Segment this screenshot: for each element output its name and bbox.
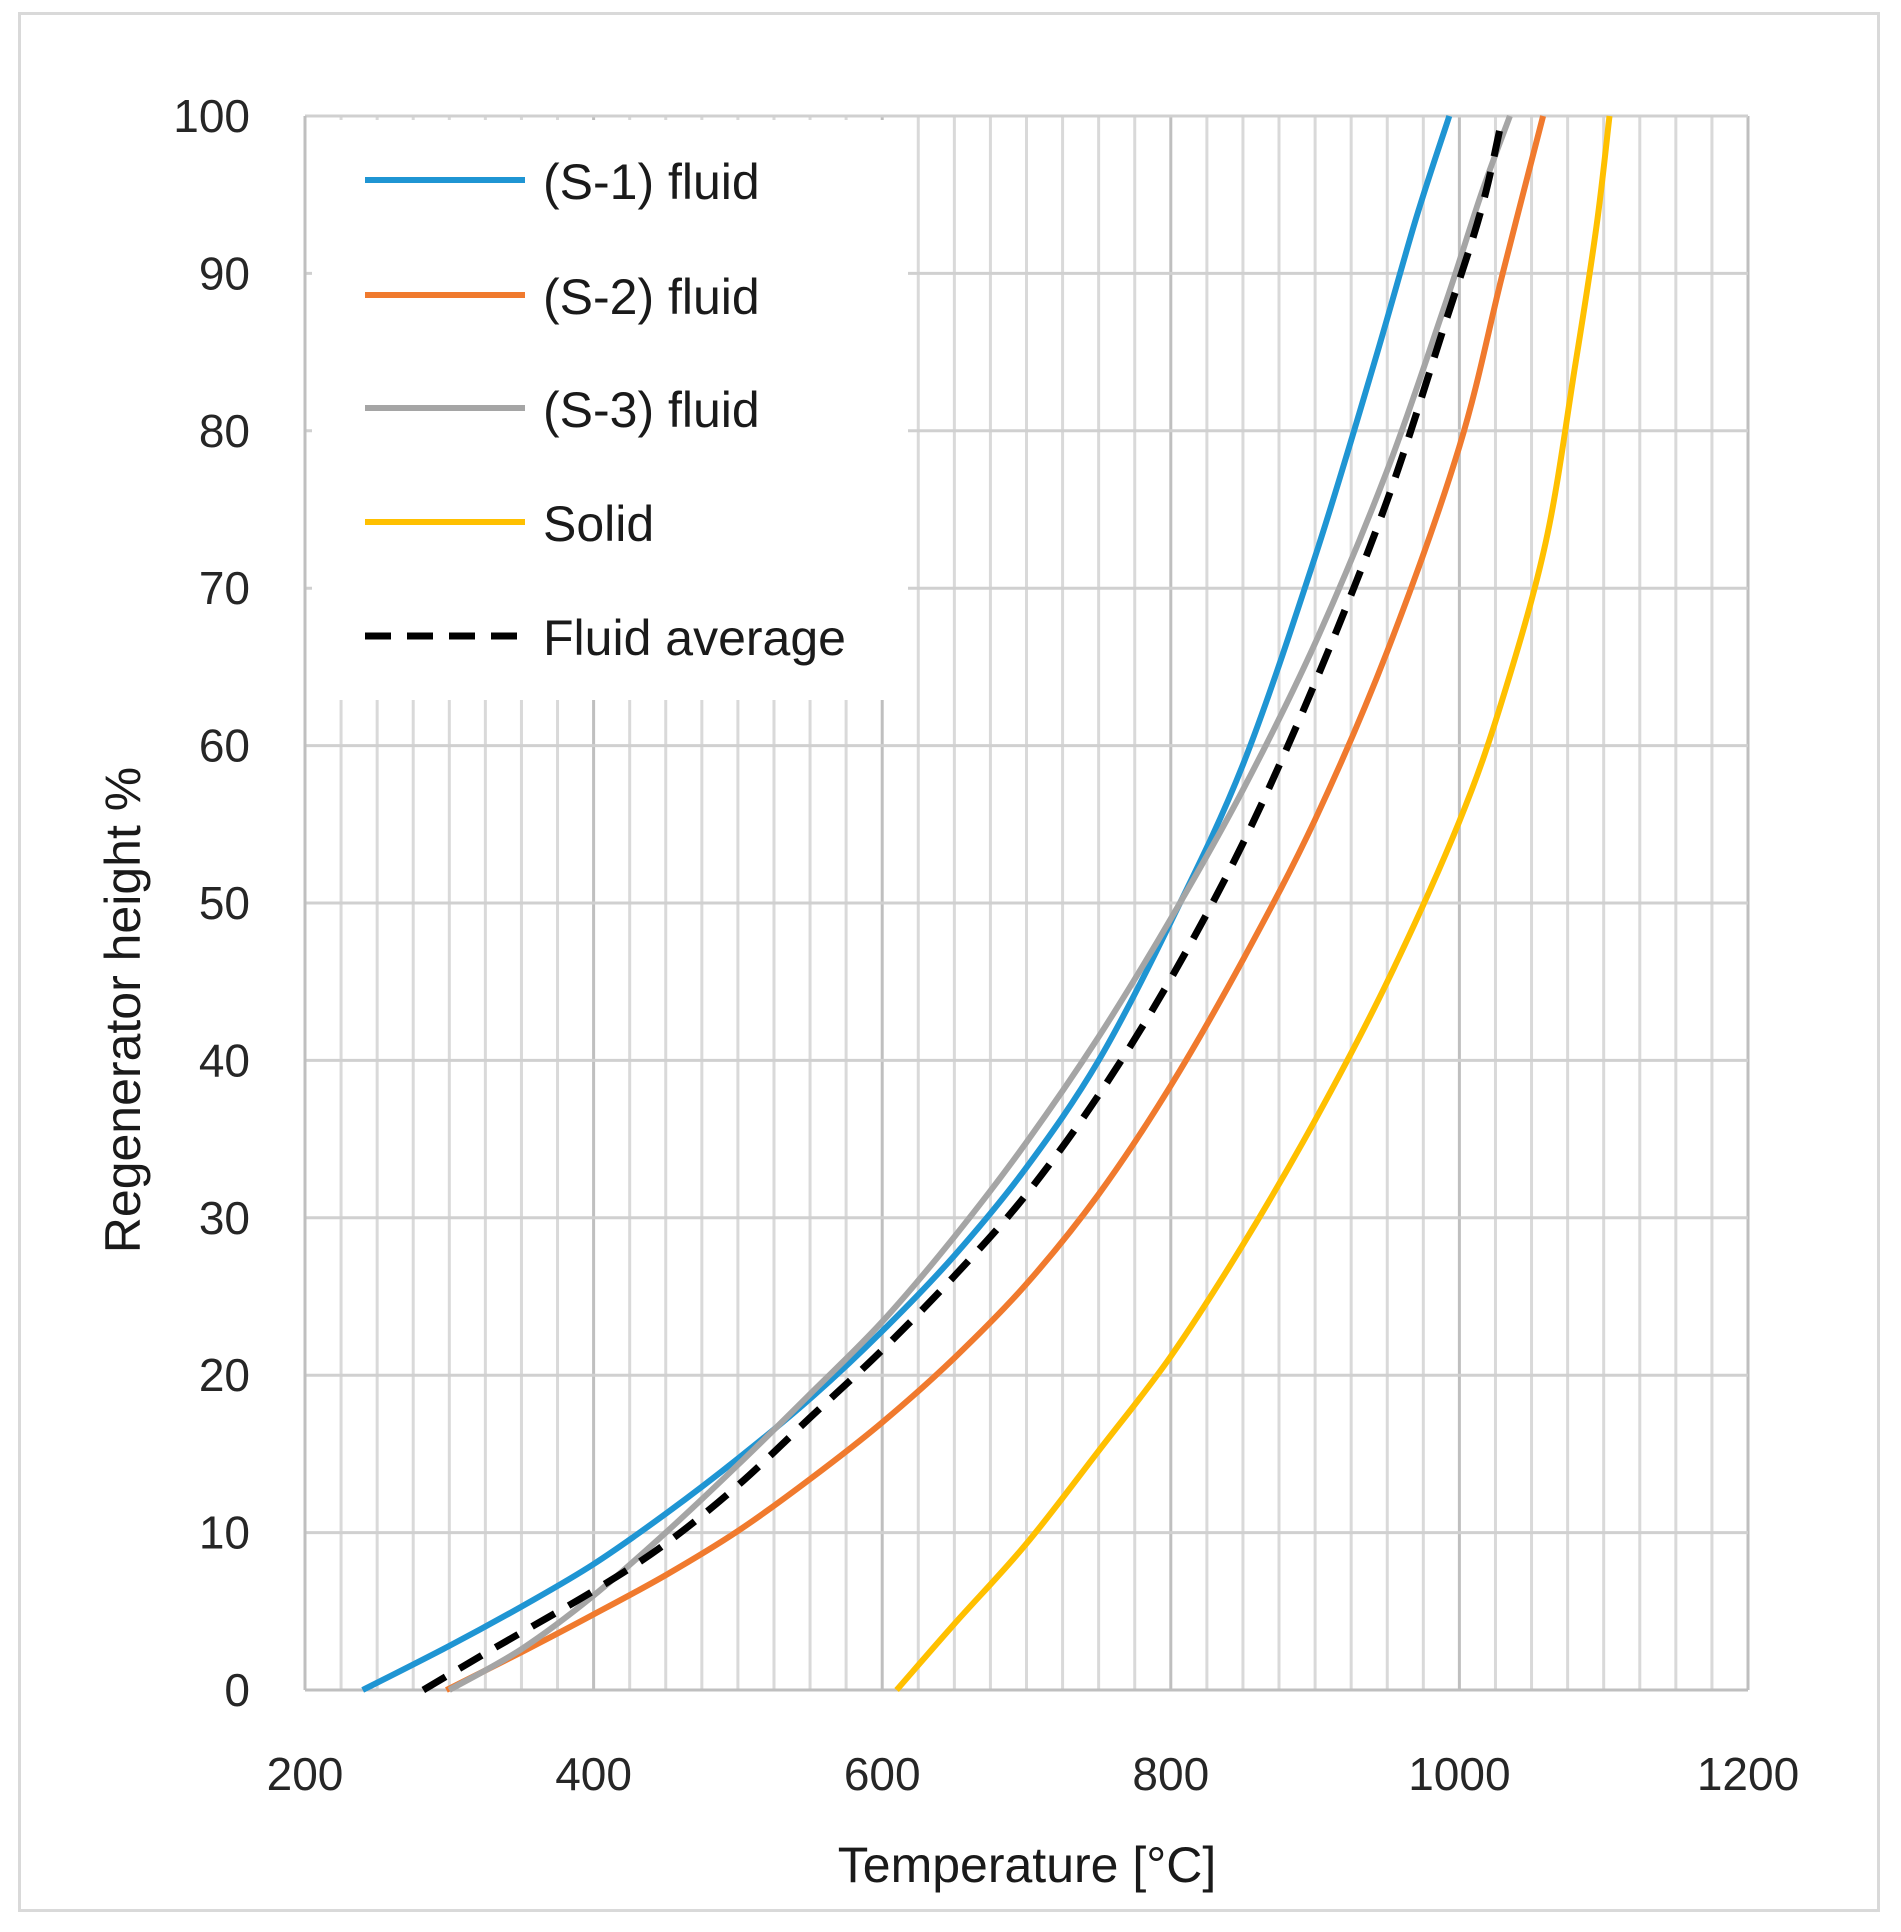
y-tick-label: 0: [224, 1664, 250, 1716]
x-tick-label: 1200: [1697, 1748, 1799, 1800]
x-tick-label: 200: [267, 1748, 344, 1800]
y-tick-label: 100: [173, 90, 250, 142]
y-tick-label: 60: [199, 720, 250, 772]
x-tick-label: 400: [555, 1748, 632, 1800]
series-line-s1-fluid: [361, 115, 1453, 1693]
y-tick-label: 50: [199, 877, 250, 929]
tick-labels: 200 400 600 800 1000 1200 0 10 20 30 40 50 60 70 80 90 1…: [173, 90, 1799, 1800]
legend-label-s2-fluid: (S-2) fluid: [543, 269, 760, 325]
y-tick-label: 90: [199, 247, 250, 299]
y-tick-label: 30: [199, 1192, 250, 1244]
chart-frame: [18, 12, 1880, 1912]
legend-label-fluid-average: Fluid average: [543, 610, 846, 666]
y-tick-label: 10: [199, 1507, 250, 1559]
y-tick-label: 80: [199, 405, 250, 457]
series-line-solid: [894, 115, 1613, 1692]
y-axis-title: Regenerator height %: [95, 767, 151, 1253]
x-axis-title: Temperature [°C]: [838, 1837, 1216, 1893]
x-tick-label: 800: [1132, 1748, 1209, 1800]
y-tick-label: 70: [199, 562, 250, 614]
legend-label-solid: Solid: [543, 496, 654, 552]
y-tick-label: 40: [199, 1034, 250, 1086]
x-tick-label: 1000: [1408, 1748, 1510, 1800]
legend-label-s3-fluid: (S-3) fluid: [543, 382, 760, 438]
y-tick-label: 20: [199, 1349, 250, 1401]
legend: (S-1) fluid (S-2) fluid (S-3) fluid Soli…: [312, 120, 908, 700]
series-line-s3-fluid: [447, 114, 1513, 1693]
series-line-s2-fluid: [445, 115, 1547, 1693]
series-lines: [361, 114, 1613, 1694]
legend-label-s1-fluid: (S-1) fluid: [543, 154, 760, 210]
x-tick-label: 600: [844, 1748, 921, 1800]
